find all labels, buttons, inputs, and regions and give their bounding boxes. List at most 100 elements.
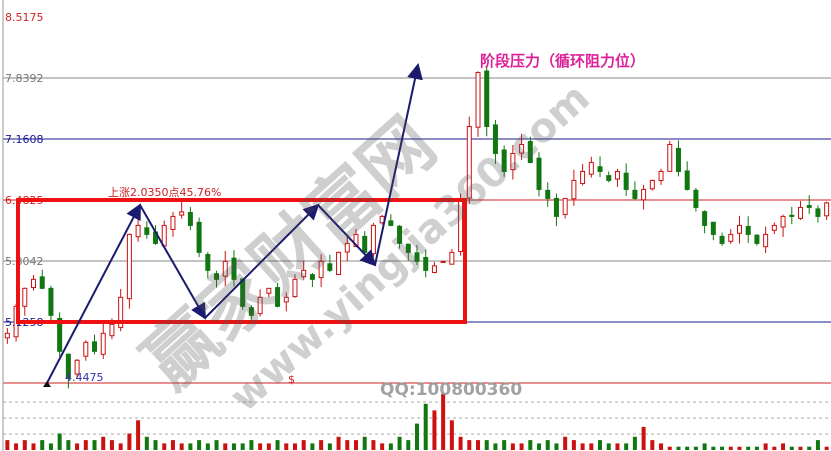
- volume-bar: [83, 440, 88, 450]
- volume-bar: [353, 440, 358, 450]
- trend-arrows: [46, 63, 423, 384]
- volume-bar: [754, 446, 759, 450]
- volume-bar: [746, 446, 751, 450]
- volume-bar: [798, 446, 803, 450]
- volume-bar: [571, 440, 576, 450]
- volume-bar: [92, 440, 97, 450]
- volume-bar: [249, 440, 254, 450]
- volume-bar: [22, 440, 27, 450]
- candle-body: [196, 221, 202, 253]
- volume-bar: [223, 443, 228, 450]
- volume-bar: [781, 443, 786, 450]
- volume-bar: [737, 446, 742, 450]
- volume-bar: [484, 440, 489, 450]
- candle-body: [702, 211, 708, 226]
- volume-bar: [467, 440, 472, 450]
- candle-body: [466, 125, 472, 199]
- volume-bar: [231, 443, 236, 450]
- candle-body: [440, 260, 446, 263]
- candle-body: [824, 202, 830, 217]
- candle-body: [31, 278, 37, 289]
- volume-bar: [144, 436, 149, 450]
- volume-bar: [824, 446, 829, 450]
- candle-body: [510, 152, 516, 171]
- volume-bar: [258, 443, 263, 450]
- volume-bar: [118, 443, 123, 450]
- candle-body: [92, 341, 98, 352]
- candle-body: [327, 263, 333, 271]
- volume-bar: [449, 420, 454, 450]
- volume-bar: [659, 443, 664, 450]
- volume-bar: [720, 446, 725, 450]
- volume-bar: [301, 440, 306, 450]
- volume-bar: [415, 423, 419, 450]
- volume-bar: [109, 440, 114, 450]
- low-marker-icon: [43, 381, 51, 387]
- candle-body: [126, 233, 132, 300]
- volume-bar: [31, 443, 36, 450]
- volume-bar: [519, 443, 524, 450]
- volume-bar: [423, 403, 428, 450]
- candle-body: [283, 296, 289, 303]
- candle-body: [405, 243, 411, 253]
- volume-bar: [763, 443, 768, 450]
- candle-body: [397, 225, 403, 244]
- volume-bar: [676, 446, 681, 450]
- volume-bar: [362, 436, 367, 450]
- candle-body: [658, 170, 664, 182]
- volume-bar: [580, 443, 585, 450]
- candle-body: [100, 332, 106, 355]
- volume-bar: [728, 446, 733, 450]
- volume-bar: [493, 443, 498, 450]
- candle-body: [623, 172, 629, 190]
- candle-body: [170, 215, 176, 230]
- candle-body: [144, 227, 150, 235]
- volume-bar: [240, 443, 245, 450]
- volume-bar: [310, 443, 315, 450]
- volume-bar: [702, 443, 707, 450]
- candle-body: [693, 189, 699, 208]
- candle-body: [4, 332, 10, 339]
- volume-bar: [502, 440, 507, 450]
- candle-body: [754, 234, 760, 244]
- candle-body: [187, 211, 193, 226]
- volume-bar: [214, 440, 219, 450]
- volume-bar: [197, 440, 202, 450]
- volume-bar: [441, 393, 446, 450]
- volume-bar: [127, 433, 132, 450]
- candle-body: [292, 278, 298, 298]
- candle-body: [553, 197, 559, 217]
- volume-bar: [5, 440, 10, 450]
- volume-bar: [205, 443, 210, 450]
- candle-body: [492, 124, 498, 154]
- volume-bar: [162, 443, 167, 450]
- candle-body: [597, 166, 603, 172]
- candle-body: [475, 72, 481, 128]
- candle-body: [135, 224, 141, 238]
- volume-bar: [667, 446, 672, 450]
- candle-body: [449, 251, 455, 265]
- consolidation-box: [16, 198, 467, 324]
- volume-bar: [14, 443, 19, 450]
- candle-body: [649, 179, 655, 190]
- volume-bar: [188, 443, 193, 450]
- y-tick-0: 8.5175: [5, 11, 44, 24]
- candle-body: [710, 221, 716, 235]
- candle-body: [309, 274, 315, 280]
- volume-bar: [815, 440, 820, 450]
- volume-bar: [624, 443, 629, 450]
- annotation-title: 阶段压力（循环阻力位）: [480, 52, 645, 70]
- candle-body: [484, 70, 490, 127]
- candle-body: [519, 143, 525, 154]
- volume-bar: [40, 440, 45, 450]
- volume-bar: [615, 443, 620, 450]
- volume-bar: [336, 436, 341, 450]
- candle-body: [414, 252, 420, 262]
- volume-bar: [537, 443, 542, 450]
- volume-bar: [266, 443, 271, 450]
- candle-body: [423, 257, 429, 271]
- candle-body: [318, 260, 324, 279]
- candle-body: [719, 235, 725, 244]
- candle-body: [736, 224, 742, 234]
